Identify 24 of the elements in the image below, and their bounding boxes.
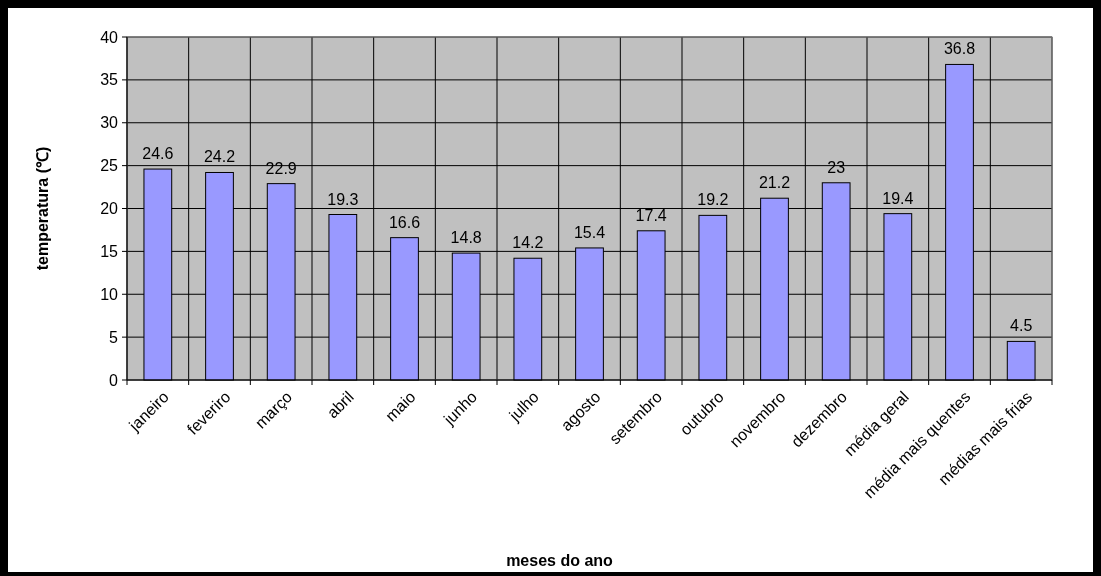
data-label: 36.8: [943, 40, 976, 58]
data-label: 16.6: [388, 213, 421, 231]
x-axis-title: meses do ano: [506, 552, 614, 569]
y-tick-label: 0: [109, 371, 119, 389]
data-label: 19.3: [327, 190, 359, 208]
data-label: 24.6: [142, 145, 174, 163]
data-label: 19.2: [697, 191, 729, 209]
data-label: 14.8: [450, 229, 482, 247]
y-tick-label: 30: [100, 114, 119, 132]
y-tick-label: 10: [100, 285, 119, 303]
data-label: 15.4: [573, 223, 606, 241]
data-label: 24.2: [203, 148, 236, 166]
data-label: 4.5: [1010, 317, 1033, 335]
y-tick-label: 5: [109, 328, 119, 346]
y-tick-label: 15: [100, 242, 119, 260]
y-tick-label: 20: [100, 200, 119, 218]
y-tick-label: 40: [100, 28, 119, 46]
y-tick-label: 35: [100, 71, 119, 89]
data-label: 19.4: [882, 189, 914, 207]
y-tick-label: 25: [100, 157, 119, 175]
y-axis-title: temperatura (℃): [34, 146, 51, 271]
data-label: 17.4: [635, 206, 667, 224]
data-label: 14.2: [512, 234, 544, 252]
data-label: 21.2: [758, 174, 791, 192]
